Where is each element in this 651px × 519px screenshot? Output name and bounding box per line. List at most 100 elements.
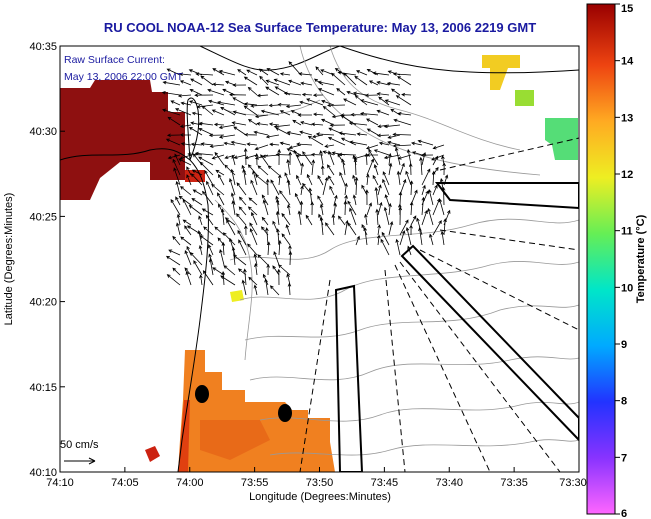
y-tick-label: 40:35 [29,41,57,53]
current-vector [337,215,346,226]
current-vector [329,185,335,196]
current-vector [298,72,313,76]
colorbar-tick-label: 14 [621,56,634,68]
current-vector [273,78,291,86]
current-vector [166,68,181,76]
current-vector [224,154,236,159]
current-vector [324,222,335,236]
current-vector [231,121,247,126]
current-vector [377,184,382,196]
current-vector [220,275,236,286]
current-vector [372,71,390,76]
current-vector [350,112,368,117]
current-vector [233,126,247,136]
current-vector [294,192,302,206]
current-vector [366,118,379,126]
current-vector [373,164,379,176]
current-vector [365,173,370,186]
current-vector [222,88,236,96]
current-vector [277,148,281,166]
current-vector [349,207,357,226]
current-vector [190,142,203,147]
current-vector [278,264,291,276]
current-vector [327,164,335,176]
current-vector [270,179,280,196]
current-vector [238,239,247,256]
current-vector [286,131,302,136]
current-vector [218,134,236,139]
x-tick-label: 73:35 [500,477,528,489]
current-vector [208,258,214,276]
current-vector [419,156,423,176]
current-vector [224,164,236,176]
current-vector [179,133,192,137]
current-vector [279,110,291,116]
ne-green-patch-2 [545,118,578,160]
current-vector [382,178,390,196]
current-vector [172,235,181,246]
current-vector [170,198,181,216]
current-vector [315,132,335,136]
current-vector [398,206,403,226]
current-vector [166,133,181,138]
current-vector [174,108,192,116]
current-vector [191,169,203,176]
current-vector [393,118,412,126]
current-vector [250,179,258,196]
current-vector [275,198,280,216]
current-vector [243,268,247,286]
current-vector [324,144,335,148]
current-vectors [161,61,451,296]
current-vector [188,100,203,106]
current-vector [254,114,269,119]
colorbar-tick-label: 11 [621,226,633,238]
current-vector [178,158,192,166]
current-label-line1: Raw Surface Current: [64,54,165,66]
current-vector [409,201,414,216]
y-tick-label: 40:25 [29,211,57,223]
current-vector [366,68,379,76]
current-vector [188,126,203,136]
current-vector [209,144,225,148]
current-vector [261,194,269,206]
current-vector [198,156,214,166]
current-vector [253,284,258,296]
current-vector [220,106,236,116]
current-vector [231,200,236,216]
current-vector [197,230,203,246]
current-vector [243,147,248,166]
current-vector [284,172,291,186]
current-vector [354,75,368,86]
current-vector [275,152,291,157]
current-vector [306,173,313,186]
current-vector [189,252,203,266]
current-vector [265,134,280,139]
current-vector [266,68,280,76]
current-vector [207,88,225,96]
current-vector [366,158,375,176]
y-tick-label: 40:15 [29,382,57,394]
current-vector [283,91,302,96]
current-vector [220,208,225,226]
current-vector [190,121,203,126]
current-vector [264,278,269,296]
current-vector [331,213,336,226]
x-tick-label: 73:50 [306,477,334,489]
current-vector [237,69,247,76]
current-vector [265,86,280,96]
current-vector [236,213,247,226]
current-vector [388,202,392,216]
current-vector [196,104,214,109]
current-vector [383,206,390,226]
current-vector [208,99,225,106]
current-vector [168,249,181,256]
current-vector [261,154,280,159]
current-vector [327,103,346,108]
current-vector [352,174,357,186]
current-vector [300,81,313,86]
sw-patch-dark [200,420,270,460]
current-vector [191,198,203,206]
current-vector [429,233,434,246]
x-tick-label: 73:55 [241,477,269,489]
current-vector [386,81,401,86]
